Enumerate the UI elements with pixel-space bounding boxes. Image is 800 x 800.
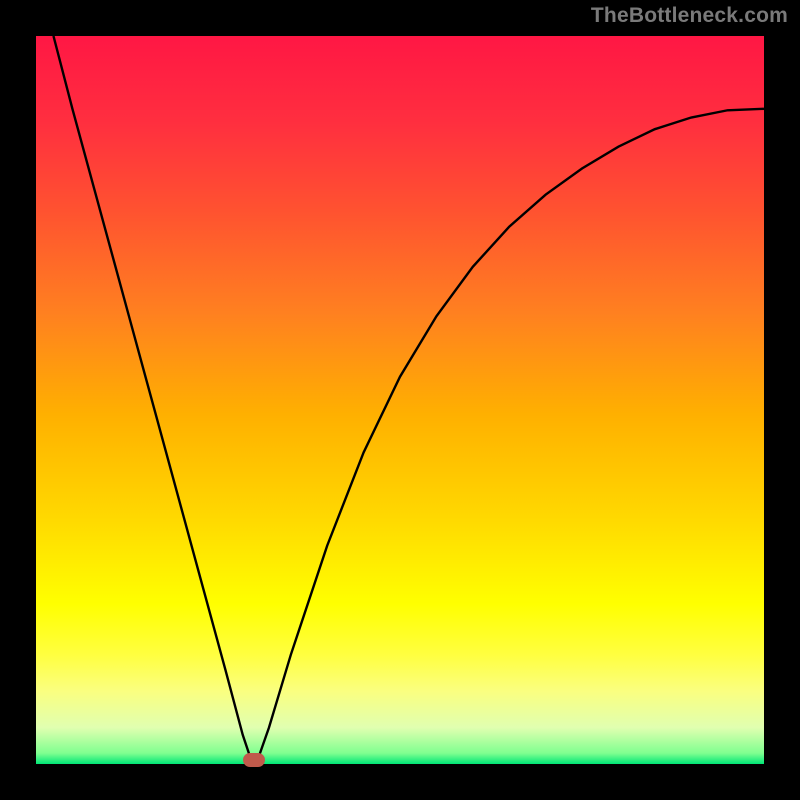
watermark-text: TheBottleneck.com (591, 4, 788, 28)
plot-area (36, 36, 764, 764)
optimum-marker (243, 753, 265, 767)
bottleneck-curve (36, 36, 764, 764)
